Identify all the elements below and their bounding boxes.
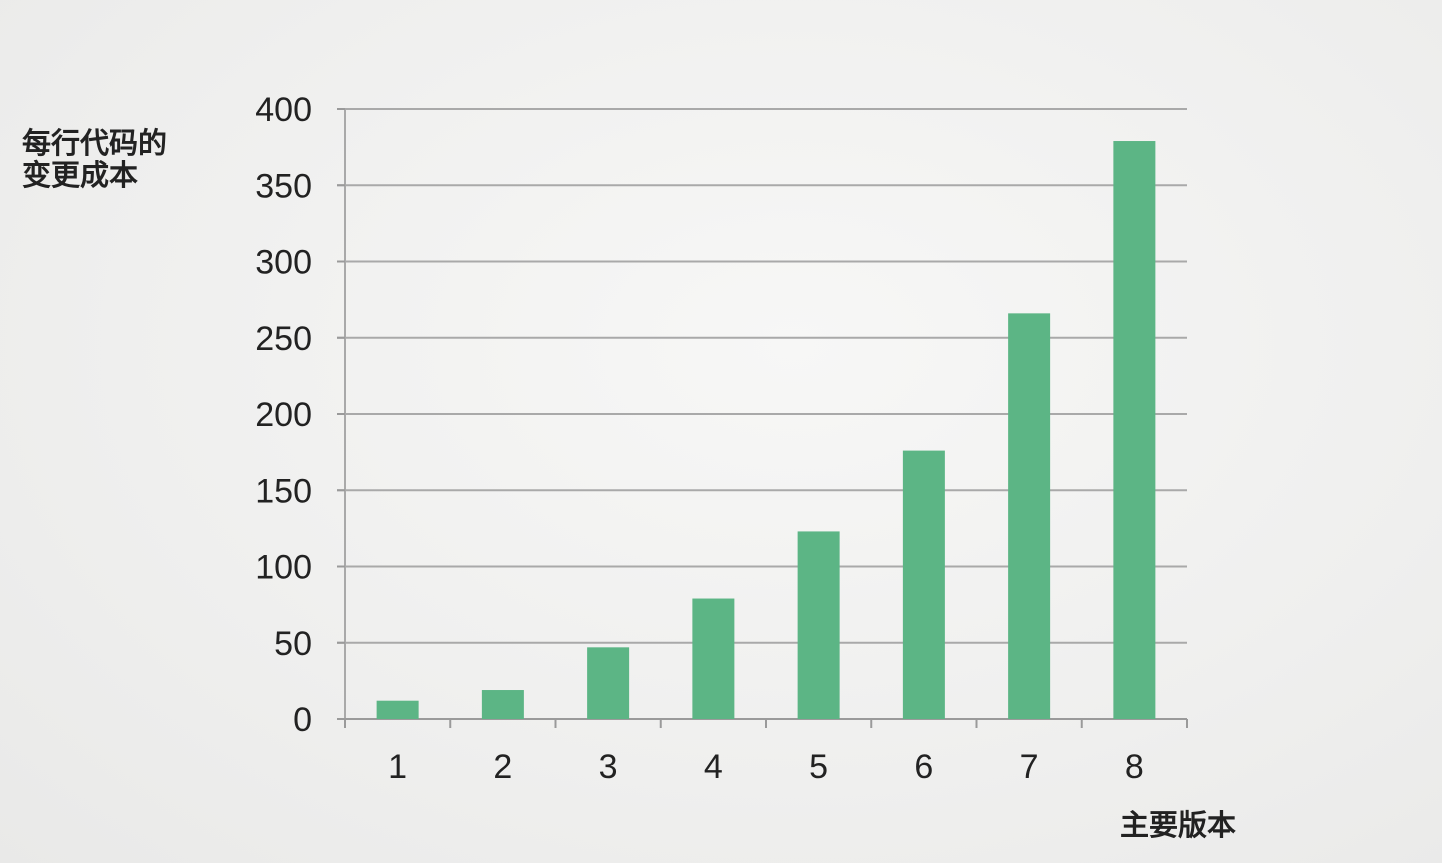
axes	[337, 108, 1188, 728]
x-tick-labels: 1 2 3 4 5 6 7 8	[388, 748, 1144, 786]
y-tick-label: 100	[255, 549, 312, 587]
bar-2	[481, 690, 524, 719]
bar-3	[587, 647, 630, 719]
y-axis-label-line-2: 变更成本	[22, 158, 139, 192]
bar-7	[1008, 313, 1051, 719]
x-tick-label: 6	[914, 748, 933, 786]
y-tick-label: 0	[293, 701, 312, 739]
x-tick-label: 2	[493, 748, 512, 786]
y-tick-labels: 0 50 100 150 200 250 300 350 400	[255, 91, 312, 739]
y-tick-label: 400	[255, 91, 312, 129]
y-tick-label: 50	[274, 625, 312, 663]
x-tick-label: 1	[388, 748, 407, 786]
bar-8	[1113, 141, 1156, 719]
bar-6	[902, 450, 945, 719]
x-axis-label: 主要版本	[1120, 808, 1237, 842]
y-axis-label-line-1: 每行代码的	[22, 126, 168, 160]
y-tick-label: 150	[255, 472, 312, 510]
y-tick-label: 300	[255, 244, 312, 282]
y-tick-label: 200	[255, 396, 312, 434]
y-tick-label: 350	[255, 167, 312, 205]
gridlines	[337, 108, 1187, 644]
bar-5	[797, 531, 840, 719]
x-tick-label: 5	[809, 748, 828, 786]
x-tick-label: 7	[1020, 748, 1039, 786]
y-tick-label: 250	[255, 320, 312, 358]
x-tick-label: 4	[704, 748, 723, 786]
x-tick-label: 3	[599, 748, 618, 786]
bars	[376, 141, 1156, 719]
bar-1	[376, 700, 419, 719]
bar-4	[692, 598, 735, 719]
x-tick-label: 8	[1125, 748, 1144, 786]
